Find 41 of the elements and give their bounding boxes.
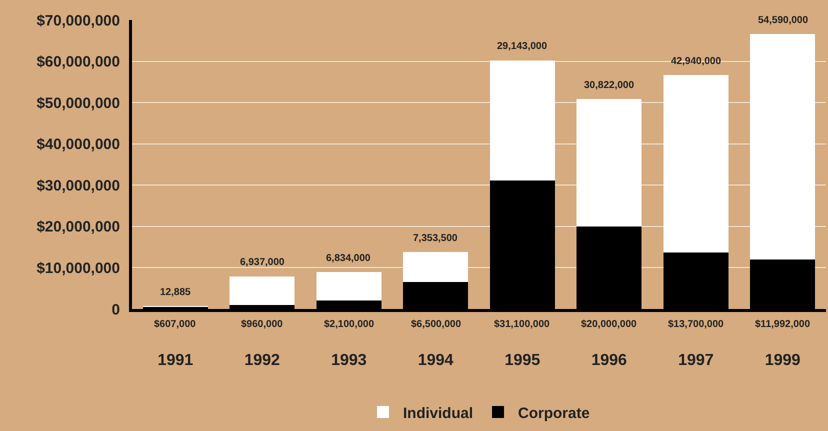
x-tick-label: 1993 (331, 352, 367, 370)
y-tick-label: $60,000,000 (36, 54, 120, 71)
data-label: $960,000 (241, 319, 284, 330)
x-tick-label: 1997 (678, 352, 714, 370)
y-tick-label: $30,000,000 (36, 177, 120, 194)
data-label: $6,500,000 (411, 319, 462, 330)
y-tick-label: $20,000,000 (36, 218, 120, 236)
data-label: $607,000 (154, 319, 196, 330)
data-label: 6,834,000 (326, 253, 371, 264)
bar (403, 252, 468, 282)
data-label: $20,000,000 (581, 319, 638, 330)
data-label: $31,100,000 (494, 319, 550, 330)
data-label: $2,100,000 (324, 319, 374, 330)
bar (490, 60, 555, 181)
y-tick-label: 0 (112, 301, 120, 318)
bar (230, 276, 295, 306)
bar (316, 272, 382, 300)
legend-label: Individual (403, 404, 474, 422)
data-label: $11,992,000 (755, 319, 810, 330)
bar (576, 99, 642, 226)
data-label: 54,590,000 (758, 15, 808, 26)
y-tick-label: $10,000,000 (36, 260, 120, 277)
x-tick-label: 1992 (244, 352, 280, 370)
x-tick-label: 1999 (764, 352, 801, 370)
y-tick-label: $70,000,000 (36, 12, 120, 30)
x-tick-label: 1994 (418, 352, 454, 370)
y-tick-label: $50,000,000 (36, 94, 120, 112)
data-label: 30,822,000 (584, 80, 634, 91)
legend-label: Corporate (518, 404, 590, 422)
x-tick-label: 1991 (158, 352, 194, 370)
x-tick-label: 1995 (504, 352, 540, 370)
x-tick-label: 1996 (591, 352, 628, 370)
data-label: 12,885 (160, 287, 192, 298)
bar (750, 34, 816, 260)
data-label: 7,353,500 (413, 233, 458, 244)
data-label: 29,143,000 (497, 41, 548, 52)
data-label: 42,940,000 (671, 56, 722, 67)
data-label: $13,700,000 (668, 319, 724, 330)
y-tick-label: $40,000,000 (36, 136, 120, 154)
data-label: 6,937,000 (240, 257, 285, 268)
bar (663, 75, 728, 252)
